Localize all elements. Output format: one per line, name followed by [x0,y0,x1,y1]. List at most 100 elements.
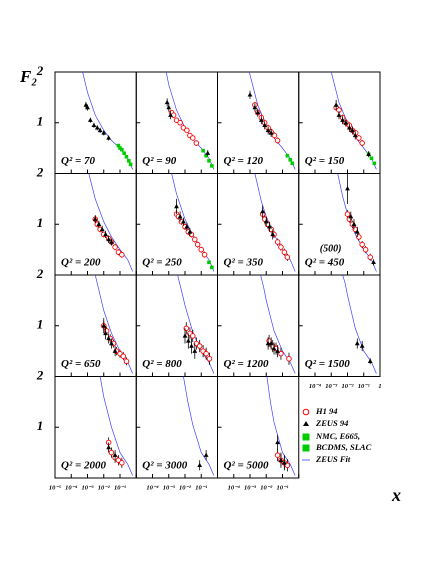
zeus-point [174,203,179,209]
legend-label: H1 94 [315,406,338,416]
panel: 1 2 Q² = 200 [36,164,137,276]
panel: 10⁻⁴ 10⁻³ 10⁻² 10⁻¹ Q² = 5000 [217,376,300,491]
h1-point [192,236,198,243]
x-tick-label: 10⁻³ [82,484,95,491]
panel: Q² = 350 [217,173,300,276]
h1-point [198,246,204,253]
legend-marker [302,408,310,416]
panel: Q² = 120 [217,71,300,174]
h1-point [119,460,125,466]
panel: 10⁻⁴ 10⁻³ 10⁻² 10⁻¹ Q² = 3000 [135,376,218,491]
zeus-point [371,259,376,265]
zeus-point [177,214,183,219]
h1-point [119,251,125,258]
panel: Q² = 1200 [217,274,300,377]
fixed-target-point [207,159,211,163]
x-tick-label: 1 [378,383,381,390]
y-tick-label: 1 [37,114,44,129]
h1-point [201,251,208,258]
fixed-target-point [120,147,124,152]
zeus-point [92,216,98,221]
y-tick-label: 2 [36,164,44,179]
fit-line [337,173,377,272]
x-tick-label: 10⁻¹ [195,484,207,491]
panel-title: Q² = 70 [61,155,96,167]
panel: Q² = 150 [298,71,381,174]
fit-line [88,173,133,272]
zeus-point [275,439,281,445]
fixed-target-point [210,164,214,168]
zeus-point [91,122,97,127]
zeus-point [263,219,269,224]
h1-point [274,239,281,245]
zeus-point [340,117,346,122]
h1-point [203,350,209,357]
zeus-point [106,444,112,450]
zeus-point [348,214,354,219]
h1-point [356,234,362,240]
zeus-point [343,120,349,125]
zeus-point [189,343,194,348]
zeus-point [181,219,186,224]
zeus-point [265,340,271,346]
panel: Q² = 800 [135,274,218,377]
h1-point [173,117,180,123]
panel: Q² = 90 [135,71,218,174]
fit-line [260,275,296,374]
panel-title: Q² = 800 [142,358,182,370]
zeus-point [366,151,372,156]
fixed-target-point [290,161,295,166]
panel-title: Q² = 90 [142,155,177,167]
fixed-target-point [288,157,293,162]
y-tick-label: 1 [37,215,44,230]
h1-point [362,246,369,253]
fixed-target-point [285,153,290,158]
zeus-point [109,340,114,346]
panel-title: Q² = 350 [224,257,264,269]
fixed-target-point [122,151,126,155]
zeus-point [182,333,188,338]
h1-point [344,211,351,217]
panel-title: Q² = 250 [142,257,182,269]
zeus-point [97,127,103,133]
zeus-point [345,186,350,191]
h1-point [367,254,373,260]
zeus-point [101,130,107,135]
zeus-point [168,112,174,117]
x-tick-label: 10⁻⁴ [228,484,241,491]
y-axis-label: F₂ [19,67,37,86]
h1-point [190,333,196,339]
zeus-point [258,117,264,122]
panel-annotation: (500) [320,243,342,254]
legend-marker [303,421,309,426]
x-tick-label: 10⁻⁵ [49,484,62,491]
h1-point [108,449,115,456]
zeus-point [96,221,102,226]
panel-title: Q² = 150 [305,155,345,167]
zeus-point [359,343,365,348]
panel: 10⁻⁵ 10⁻⁴ 10⁻³ 10⁻² 10⁻¹ 1 2 Q² = 2000 [36,367,137,491]
y-tick-label: 2 [36,266,44,281]
zeus-point [333,102,339,107]
h1-point [278,244,284,250]
zeus-point [185,338,191,343]
x-tick-label: 10⁻⁴ [146,484,159,491]
zeus-point [184,224,190,229]
h1-point [193,140,200,146]
zeus-point [164,99,170,105]
h1-point [206,355,213,362]
h1-point [196,343,203,349]
legend-marker [302,433,310,441]
zeus-point [87,117,93,122]
y-tick-label: 2 [36,63,44,78]
panel: 10⁻⁴ 10⁻³ 10⁻² 10⁻¹ 1 Q² = 1500 [298,274,382,390]
zeus-point [99,226,105,232]
panel-title: Q² = 200 [61,257,101,269]
panel: 1 2 Q² = 70 [36,63,137,174]
zeus-point [354,340,360,346]
zeus-point [367,358,373,363]
fixed-target-point [207,260,211,265]
fixed-target-point [118,146,122,150]
